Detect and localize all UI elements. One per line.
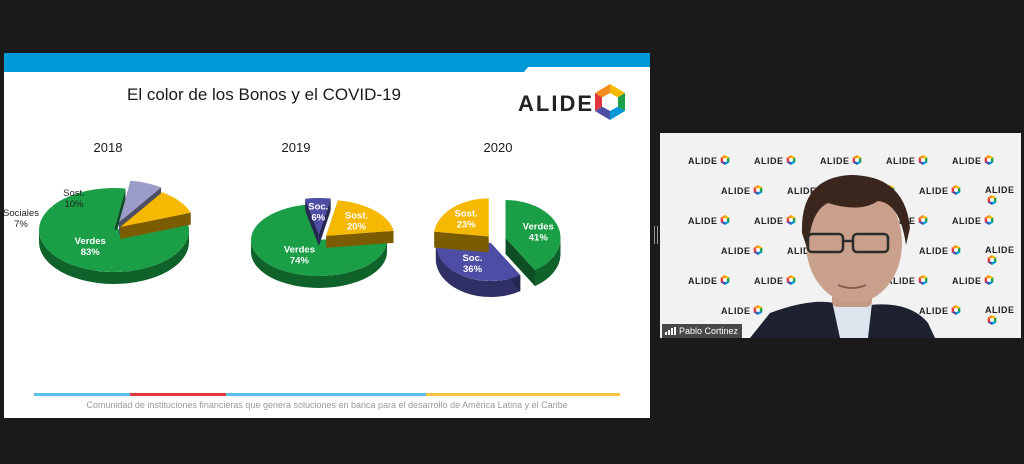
backdrop-logo: ALIDE [985, 305, 1021, 326]
slice-value: 10% [64, 199, 84, 210]
participant-name-tag: Pablo Cortinez [662, 324, 743, 338]
alide-hexagon-icon [595, 84, 625, 120]
pie-title: 2020 [484, 140, 513, 155]
slice-label: Sost. [455, 209, 478, 220]
backdrop-logo: ALIDE [952, 275, 994, 286]
slice-label: Sost. [63, 188, 85, 199]
backdrop-logo: ALIDE [754, 215, 796, 226]
backdrop-logo: ALIDE [820, 155, 862, 166]
backdrop-logo: ALIDE [985, 245, 1021, 266]
slice-label: Verdes [75, 236, 106, 247]
backdrop-logo: ALIDE [985, 185, 1021, 206]
alide-hexagon-icon [786, 275, 795, 285]
alide-hexagon-icon [951, 305, 960, 315]
alide-hexagon-icon [987, 195, 997, 205]
slide-top-bar-cut [519, 67, 650, 77]
slice-value: 23% [457, 220, 477, 231]
participant-figure [750, 175, 935, 338]
backdrop-logo: ALIDE [688, 155, 730, 166]
panel-resize-handle[interactable] [654, 226, 658, 244]
backdrop-logo: ALIDE [886, 155, 928, 166]
alide-hexagon-icon [720, 215, 729, 225]
backdrop-logo: ALIDE [886, 275, 928, 286]
slice-value: 7% [14, 219, 28, 230]
alide-hexagon-icon [852, 155, 861, 165]
slide-footer: Comunidad de instituciones financieras q… [86, 400, 568, 410]
slice-value: 41% [529, 232, 549, 243]
slice-value: 20% [347, 221, 367, 232]
slice-label: Sociales [4, 208, 39, 219]
slide-title: El color de los Bonos y el COVID-19 [126, 85, 401, 104]
backdrop-logo: ALIDE [919, 185, 961, 196]
slice-label: Sost. [345, 210, 368, 221]
alide-hexagon-icon [753, 185, 762, 195]
alide-hexagon-icon [984, 215, 993, 225]
participant-name: Pablo Cortinez [679, 326, 739, 336]
footer-color-line [34, 393, 620, 396]
alide-logo: ALIDE [518, 83, 628, 123]
slice-label: Soc. [308, 202, 328, 213]
alide-hexagon-icon [753, 305, 762, 315]
backdrop-logo: ALIDE [688, 275, 730, 286]
alide-hexagon-icon [987, 255, 997, 265]
slice-value: 83% [81, 247, 101, 258]
pie-slice-sost [434, 198, 489, 253]
slice-label: Verdes [523, 221, 554, 232]
alide-hexagon-icon [951, 245, 960, 255]
alide-hexagon-icon [753, 245, 762, 255]
signal-strength-icon [665, 327, 676, 335]
alide-hexagon-icon [984, 155, 993, 165]
alide-hexagon-icon [951, 185, 960, 195]
slice-value: 36% [463, 264, 483, 275]
backdrop-logo: ALIDE [754, 155, 796, 166]
pie-charts: 2018Verdes83%Sociales7%Sost.10%2019Verde… [4, 140, 561, 298]
alide-hexagon-icon [786, 155, 795, 165]
backdrop-logo: ALIDE [721, 185, 763, 196]
alide-hexagon-icon [720, 275, 729, 285]
pie-title: 2019 [282, 140, 311, 155]
alide-hexagon-icon [720, 155, 729, 165]
pie-title: 2018 [94, 140, 123, 155]
alide-logo-text: ALIDE [518, 91, 594, 116]
pie-slice-verdes [505, 199, 561, 287]
presentation-slide: El color de los Bonos y el COVID-19 ALID… [4, 53, 650, 418]
backdrop-logo: ALIDE [919, 245, 961, 256]
pie-slice-soc [305, 198, 331, 247]
alide-hexagon-icon [786, 215, 795, 225]
backdrop-logo: ALIDE [721, 305, 763, 316]
participant-video: ALIDE ALIDE ALIDE ALIDE ALIDE ALIDE ALIDE ALIDE… [660, 133, 1021, 338]
backdrop-logo: ALIDE [952, 215, 994, 226]
alide-hexagon-icon [918, 215, 927, 225]
slide-top-bar [4, 53, 650, 72]
alide-hexagon-icon [987, 315, 997, 325]
backdrop-logo: ALIDE [919, 305, 961, 316]
pie-slice-sost [326, 200, 394, 248]
slice-value: 6% [311, 213, 325, 224]
backdrop-logo: ALIDE [754, 275, 796, 286]
backdrop-logo: ALIDE [721, 245, 763, 256]
alide-hexagon-icon [918, 155, 927, 165]
backdrop-logo: ALIDE [952, 155, 994, 166]
slice-label: Soc. [462, 253, 482, 264]
backdrop-logo: ALIDE [688, 215, 730, 226]
slice-label: Verdes [284, 245, 315, 256]
alide-hexagon-icon [918, 275, 927, 285]
pie-slice-sost [120, 192, 191, 240]
alide-hexagon-icon [984, 275, 993, 285]
slice-value: 74% [290, 256, 310, 267]
